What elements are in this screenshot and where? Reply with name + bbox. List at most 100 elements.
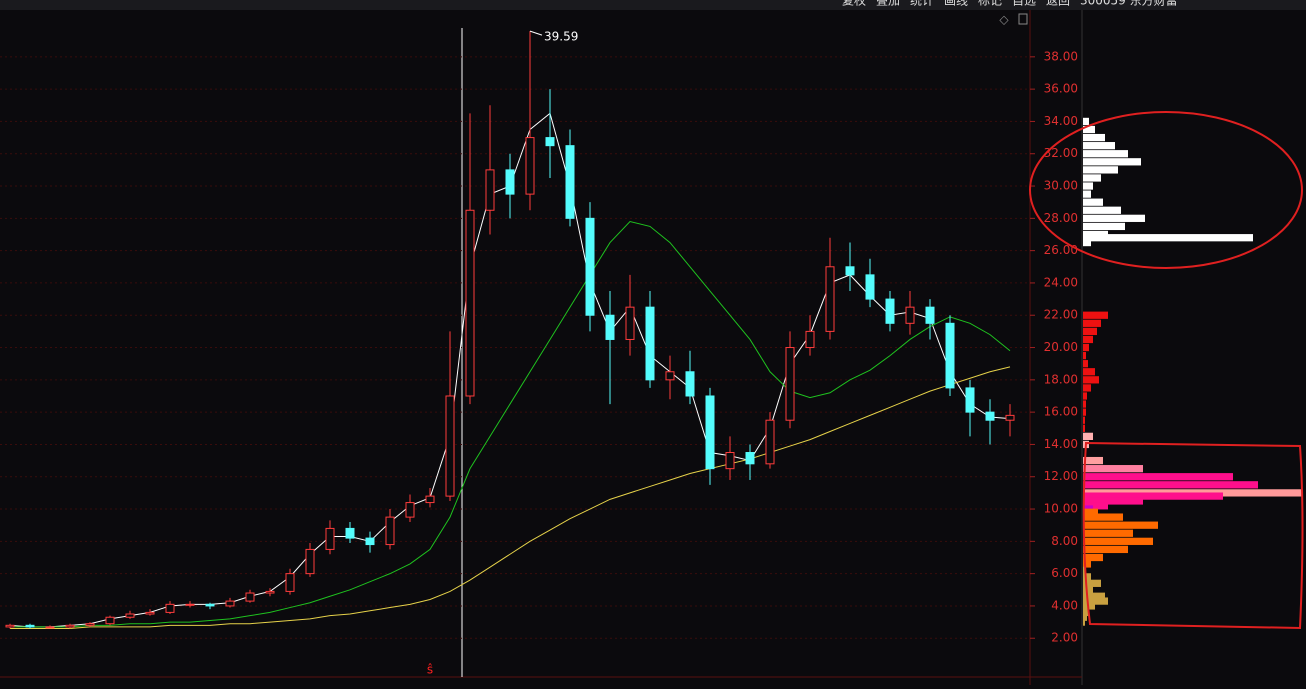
toolbar-button[interactable]: 300059 东方财富 [1080,0,1178,8]
profile-bar [1083,586,1093,594]
candle-body [65,624,75,628]
profile-bar [1083,125,1095,134]
candle-body [665,371,675,381]
toolbar-button[interactable]: 自选 [1012,0,1036,8]
candle-body [925,306,935,324]
candle-body [645,306,655,381]
profile-bar [1083,481,1258,489]
profile-bar [1083,133,1105,142]
candle-body [805,330,815,349]
profile-bar [1083,142,1115,150]
candle-body [905,306,915,324]
profile-bar [1083,158,1141,166]
y-tick-label: 6.00 [1051,566,1078,580]
candle-body [445,395,455,497]
profile-bar [1083,537,1153,545]
toolbar-button[interactable]: 叠加 [876,0,900,8]
moving-average [10,221,1011,628]
profile-bar [1083,473,1233,481]
toolbar-button[interactable]: 统计 [910,0,934,8]
moving-average [10,366,1011,630]
y-tick-label: 4.00 [1051,598,1078,612]
candle-body [345,527,355,539]
profile-bar [1083,327,1097,336]
y-tick-label: 38.00 [1044,49,1078,63]
profile-bar [1083,465,1143,473]
y-tick-label: 24.00 [1044,275,1078,289]
candle-body [425,495,435,504]
profile-bar [1083,456,1103,465]
profile-bar [1083,408,1086,416]
candle-body [125,613,135,618]
y-tick-label: 20.00 [1044,340,1078,354]
candle-body [605,314,615,340]
profile-bar [1083,368,1095,376]
candle-body [565,145,575,219]
profile-bar [1083,206,1121,214]
candle-body [365,537,375,546]
candle-body [945,322,955,389]
profile-bar [1083,392,1087,400]
candle-body [5,624,15,628]
y-tick-label: 22.00 [1044,308,1078,322]
y-tick-label: 32.00 [1044,146,1078,160]
candle-body [625,306,635,340]
toolbar-button[interactable]: 标记 [978,0,1002,8]
profile-bar [1083,592,1105,600]
candle-body [45,626,55,629]
profile-bar [1083,311,1108,319]
candle-body [105,616,115,625]
profile-bar [1083,521,1158,529]
profile-bar [1083,573,1091,581]
profile-bar [1083,214,1145,222]
candle-body [685,371,695,397]
y-tick-label: 10.00 [1044,502,1078,516]
candle-body [385,516,395,546]
y-tick-label: 26.00 [1044,243,1078,257]
candle-body [705,395,715,470]
y-tick-label: 36.00 [1044,82,1078,96]
candle-body [545,137,555,147]
icon[interactable]: ◇ [999,13,1009,27]
y-tick-label: 2.00 [1051,631,1078,645]
candle-body [25,624,35,628]
highlight-ellipse [1029,111,1303,269]
candle-body [745,452,755,465]
profile-bar [1083,190,1091,198]
max-pointer [529,30,543,36]
toolbar-button[interactable]: 画线 [944,0,968,8]
profile-bar [1083,618,1085,626]
candle-body [225,600,235,607]
profile-bar [1083,608,1089,617]
profile-bar [1083,560,1091,568]
candle-body [145,611,155,615]
profile-bar [1083,416,1085,424]
profile-bar [1083,553,1103,562]
candle-body [465,209,475,397]
candle-body [785,347,795,421]
candle-body [505,169,515,195]
candle-body [325,527,335,550]
profile-bar [1083,360,1088,368]
candle-body [1005,414,1015,421]
profile-bar [1083,492,1223,500]
max-label: 39.59 [544,30,578,44]
candle-body [825,266,835,332]
profile-bar [1083,579,1101,587]
y-tick-label: 16.00 [1044,405,1078,419]
profile-bar [1083,597,1108,605]
y-tick-label: 8.00 [1051,534,1078,548]
toolbar-button[interactable]: 返回 [1046,0,1070,8]
candle-body [585,217,595,316]
profile-bar [1083,376,1099,384]
candle-body [305,548,315,575]
profile-bar [1083,234,1253,242]
profile-bar [1083,508,1098,516]
candle-body [205,603,215,607]
toolbar [0,0,1306,10]
y-tick-label: 14.00 [1044,437,1078,451]
toolbar-button[interactable]: 复权 [842,0,866,8]
profile-bar [1083,335,1093,344]
icon[interactable] [1018,13,1028,25]
candle-body [405,502,415,518]
